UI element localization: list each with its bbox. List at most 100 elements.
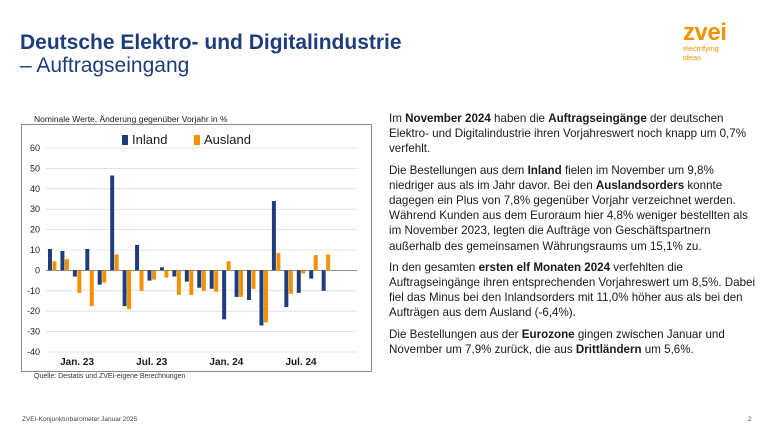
body-text: um 5,6%. xyxy=(641,342,694,356)
legend-swatch-inland xyxy=(122,135,128,145)
bar-inland xyxy=(184,270,189,282)
title-line-2: – Auftragseingang xyxy=(20,54,190,77)
bar-ausland xyxy=(164,270,169,278)
x-tick-label: Jan. 23 xyxy=(60,357,94,368)
zvei-logo: zvei electrifying ideas xyxy=(683,19,753,62)
y-tick-label: 10 xyxy=(30,245,40,255)
y-tick-label: 50 xyxy=(30,163,40,173)
bar-ausland xyxy=(288,270,293,294)
y-tick-label: 40 xyxy=(30,184,40,194)
bar-ausland xyxy=(89,270,94,307)
bar-ausland xyxy=(151,270,156,280)
bar-ausland xyxy=(64,259,69,271)
bar-inland xyxy=(321,270,326,291)
footer-text: ZVEI-Konjunkturbarometer Januar 2025 xyxy=(22,416,138,423)
bar-inland xyxy=(135,244,140,271)
bar-ausland xyxy=(276,253,281,271)
body-text: der deutschen Elektro- und Digitalindust… xyxy=(389,112,747,156)
bar-inland xyxy=(172,270,177,277)
bar-inland xyxy=(247,270,252,300)
emphasis-text: Inland xyxy=(527,163,562,177)
y-tick-label: -20 xyxy=(27,306,40,316)
emphasis-text: Auslandsorders xyxy=(595,178,685,192)
bar-ausland xyxy=(301,270,306,274)
y-tick-label: 20 xyxy=(30,225,40,235)
body-text: fielen im November um 9,8% niedriger aus… xyxy=(389,163,714,192)
bar-inland xyxy=(110,175,115,271)
bar-inland xyxy=(47,248,52,271)
bar-ausland xyxy=(226,261,231,271)
bar-ausland xyxy=(52,261,57,271)
logo-tagline-2: ideas xyxy=(683,53,701,62)
y-tick-label: 30 xyxy=(30,204,40,214)
bar-inland xyxy=(85,248,90,271)
paragraph-3: In den gesamten ersten elf Monaten 2024 … xyxy=(389,260,759,321)
body-text: Die Bestellungen aus der xyxy=(389,327,522,341)
logo-tagline-1: electrifying xyxy=(683,44,719,53)
paragraph-4: Die Bestellungen aus der Eurozone gingen… xyxy=(389,327,759,357)
bar-ausland xyxy=(176,270,181,295)
body-text: gingen zwischen Januar und November um 7… xyxy=(389,327,725,356)
y-tick-label: 60 xyxy=(30,143,40,153)
bar-ausland xyxy=(127,270,132,310)
bar-inland xyxy=(309,270,314,279)
bar-ausland xyxy=(326,254,331,271)
bar-ausland xyxy=(114,254,119,271)
emphasis-text: Drittländern xyxy=(575,342,642,356)
body-text: Im xyxy=(389,112,406,125)
bar-inland xyxy=(222,270,227,320)
bar-inland xyxy=(72,270,77,277)
chart-subtitle: Nominale Werte, Änderung gegenüber Vorja… xyxy=(34,114,228,124)
bar-inland xyxy=(296,270,301,293)
title-line-1: Deutsche Elektro- und Digitalindustrie xyxy=(20,31,402,54)
body-text: Die Bestellungen aus dem xyxy=(389,163,528,177)
bar-inland xyxy=(97,270,102,285)
bar-ausland xyxy=(201,270,206,291)
y-tick-label: -40 xyxy=(27,347,40,357)
emphasis-text: Auftragseingänge xyxy=(548,112,647,125)
bar-inland xyxy=(147,270,152,281)
bar-inland xyxy=(209,270,214,289)
bar-ausland xyxy=(263,270,268,323)
body-text: In den gesamten xyxy=(389,260,479,274)
bar-inland xyxy=(122,270,127,307)
bar-ausland xyxy=(239,270,244,297)
bar-inland xyxy=(197,270,202,288)
body-text: verfehlten die Auftragseingänge ihren en… xyxy=(389,260,756,320)
bar-ausland xyxy=(77,270,82,293)
legend-label-ausland: Ausland xyxy=(204,132,251,147)
logo-wordmark: zvei xyxy=(683,19,727,46)
body-text: konnte dagegen ein Plus von 7,8% gegenüb… xyxy=(389,178,748,253)
chart-frame: -40 -30 -20 -10 0 10 20 30 40 50 60 Jan. 23 Jul. 23 J… xyxy=(21,124,372,372)
emphasis-text: ersten elf Monaten 2024 xyxy=(478,260,611,274)
bar-inland xyxy=(159,267,164,271)
legend-label-inland: Inland xyxy=(132,132,167,147)
bar-inland xyxy=(284,270,289,308)
emphasis-text: November 2024 xyxy=(405,112,491,125)
page-number: 2 xyxy=(748,416,752,423)
y-tick-label: -30 xyxy=(27,327,40,337)
y-tick-label: -10 xyxy=(27,286,40,296)
x-tick-label: Jul. 24 xyxy=(285,357,317,368)
bar-ausland xyxy=(214,270,219,292)
legend-swatch-ausland xyxy=(194,135,200,145)
bar-chart: -40 -30 -20 -10 0 10 20 30 40 50 60 Jan. 23 Jul. 23 J… xyxy=(27,132,357,368)
commentary-text: Im November 2024 haben die Auftragseingä… xyxy=(389,111,759,363)
bar-ausland xyxy=(189,270,194,295)
paragraph-1: Im November 2024 haben die Auftragseingä… xyxy=(389,111,759,157)
bar-inland xyxy=(60,251,65,271)
body-text: haben die xyxy=(490,112,549,125)
x-tick-label: Jan. 24 xyxy=(209,357,243,368)
bar-inland xyxy=(259,270,264,326)
bar-inland xyxy=(271,201,276,271)
y-tick-label: 0 xyxy=(35,265,40,275)
bar-ausland xyxy=(313,255,318,271)
bar-ausland xyxy=(139,270,144,291)
bar-ausland xyxy=(102,270,107,283)
x-tick-label: Jul. 23 xyxy=(136,357,168,368)
chart-source: Quelle: Destatis und ZVEI-eigene Berechn… xyxy=(34,373,186,380)
emphasis-text: Eurozone xyxy=(521,327,575,341)
bar-inland xyxy=(234,270,239,297)
paragraph-2: Die Bestellungen aus dem Inland fielen i… xyxy=(389,163,759,254)
bar-ausland xyxy=(251,270,256,289)
